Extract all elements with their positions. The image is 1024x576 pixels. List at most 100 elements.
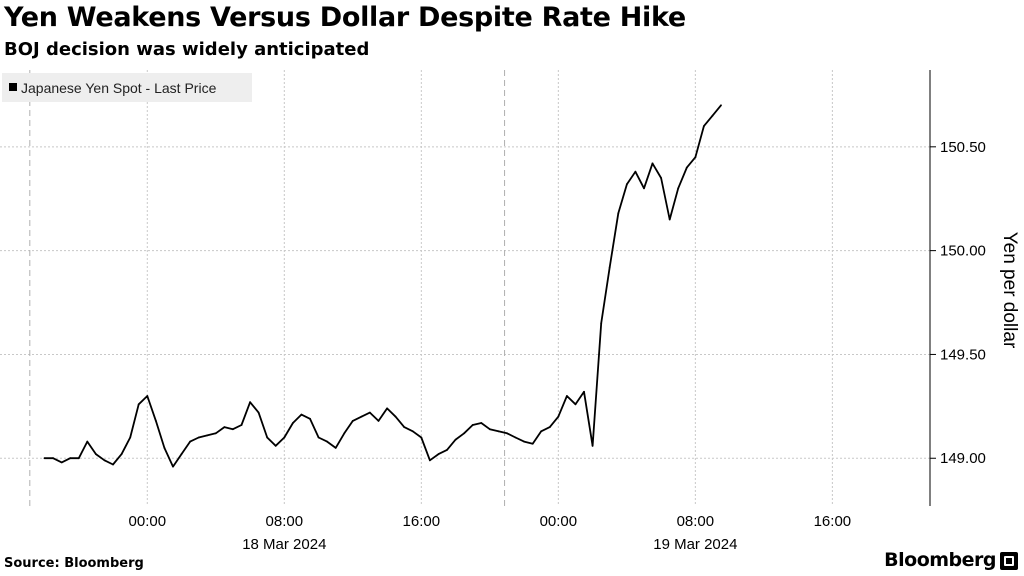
grid-lines	[0, 70, 930, 506]
x-date-label: 18 Mar 2024	[242, 536, 326, 553]
data-point	[283, 436, 286, 439]
data-point	[677, 187, 680, 190]
data-point	[497, 430, 500, 433]
data-point	[566, 395, 568, 397]
y-axis: 149.00 149.50 150.00 150.50 Yen per dollar	[929, 70, 1020, 506]
data-point	[189, 440, 192, 443]
data-point	[463, 432, 465, 435]
x-axis-labels: 00:00 08:00 16:00 00:00 08:00 16:00 18 Mar 202…	[129, 513, 852, 553]
data-point	[488, 428, 491, 431]
data-point	[69, 457, 72, 460]
data-point	[403, 426, 406, 428]
data-point	[214, 432, 217, 435]
x-tick-label: 00:00	[129, 513, 167, 530]
data-point	[437, 453, 440, 455]
data-point	[471, 424, 474, 426]
data-point	[197, 436, 200, 439]
x-tick-label: 16:00	[403, 513, 441, 530]
data-point	[600, 322, 603, 325]
data-point	[180, 453, 183, 455]
data-point	[300, 413, 303, 416]
y-axis-title: Yen per dollar	[999, 232, 1020, 349]
y-tick-label: 150.50	[940, 139, 986, 156]
data-point	[531, 442, 534, 445]
data-point	[720, 104, 722, 107]
data-point	[480, 422, 483, 424]
data-point	[454, 438, 457, 441]
data-point	[583, 390, 585, 393]
y-tick-label: 150.00	[940, 243, 986, 260]
data-point	[411, 430, 414, 433]
data-point	[514, 436, 517, 439]
data-point	[146, 395, 149, 397]
data-point	[651, 162, 654, 165]
data-point	[369, 411, 371, 414]
data-point	[394, 415, 397, 418]
data-point	[43, 457, 46, 460]
data-point	[643, 187, 645, 190]
data-point	[540, 430, 543, 433]
series-line	[44, 104, 722, 468]
data-point	[668, 218, 671, 221]
data-point	[309, 417, 311, 420]
legend-box	[2, 73, 252, 102]
data-point	[386, 407, 388, 410]
data-point	[292, 422, 294, 424]
data-point	[591, 444, 594, 447]
data-point	[223, 426, 226, 428]
legend-label: Japanese Yen Spot - Last Price	[21, 80, 217, 96]
data-point	[574, 403, 577, 406]
data-point	[343, 432, 346, 435]
y-tick-label: 149.50	[940, 346, 986, 363]
data-point	[694, 156, 697, 159]
data-point	[326, 440, 328, 443]
data-point	[137, 403, 140, 406]
data-point	[120, 453, 123, 455]
data-point	[377, 420, 380, 422]
data-point	[523, 440, 525, 443]
x-tick-label: 00:00	[540, 513, 578, 530]
data-point	[95, 453, 97, 455]
y-tick-label: 149.00	[940, 450, 986, 467]
data-point	[557, 415, 560, 418]
data-point	[548, 426, 551, 428]
data-point	[274, 444, 277, 447]
chart-title: Yen Weakens Versus Dollar Despite Rate H…	[4, 2, 686, 33]
data-point	[617, 212, 620, 215]
legend-swatch	[9, 83, 17, 91]
data-point	[60, 461, 63, 464]
data-point	[249, 401, 252, 404]
x-date-label: 19 Mar 2024	[653, 536, 737, 553]
data-point	[711, 114, 714, 117]
x-tick-label: 08:00	[677, 513, 715, 530]
data-point	[446, 449, 448, 451]
legend: Japanese Yen Spot - Last Price	[2, 73, 252, 102]
data-point	[257, 411, 260, 414]
data-point	[86, 440, 89, 443]
data-point	[317, 436, 320, 439]
data-point	[506, 432, 508, 435]
data-point	[77, 457, 80, 460]
price-series	[43, 104, 722, 468]
data-point	[429, 459, 431, 462]
data-point	[112, 463, 114, 466]
data-point	[163, 447, 166, 449]
data-point	[232, 428, 234, 431]
brand-logo: Bloomberg	[884, 549, 996, 571]
data-point	[351, 420, 354, 422]
data-point	[155, 420, 157, 422]
data-point	[266, 436, 269, 439]
data-point	[206, 434, 209, 437]
data-point	[626, 183, 628, 186]
data-point	[685, 166, 688, 169]
data-point	[608, 266, 611, 269]
data-point	[703, 125, 705, 127]
data-point	[240, 424, 243, 426]
chart-subtitle: BOJ decision was widely anticipated	[4, 39, 370, 60]
data-point	[360, 415, 363, 418]
data-point	[660, 177, 662, 179]
data-point	[172, 465, 174, 468]
source-note: Source: Bloomberg	[4, 556, 144, 571]
brand-icon	[1000, 552, 1018, 570]
